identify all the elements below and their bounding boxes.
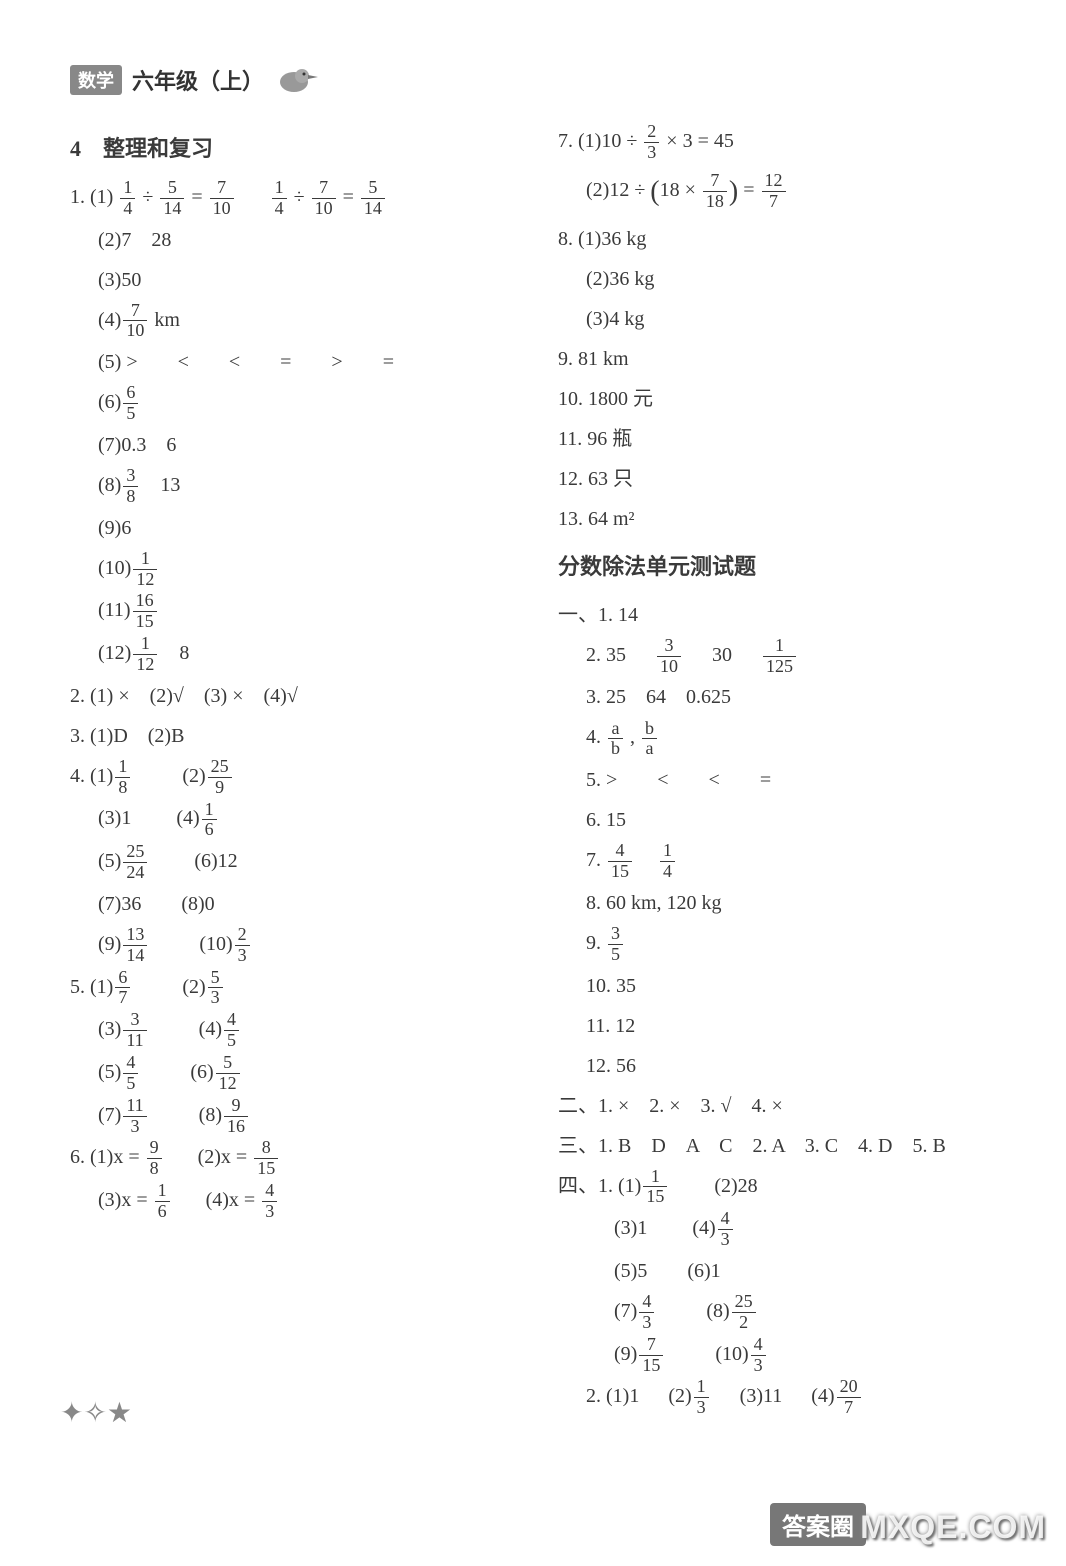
answer-line: 7. 41514 — [558, 841, 1016, 882]
answer-line: 5. > < < = — [558, 761, 1016, 799]
answer-line: 11. 12 — [558, 1007, 1016, 1045]
answer-line: (7)43 (8)252 — [558, 1292, 1016, 1333]
answer-line: (7)113 (8)916 — [70, 1096, 528, 1137]
answer-line: 10. 35 — [558, 967, 1016, 1005]
answer-line: 1. (1) 14 ÷ 514 = 710 14 ÷ 710 = 514 — [70, 178, 528, 219]
answer-line: (4)710 km — [70, 301, 528, 342]
answer-line: (3)4 kg — [558, 300, 1016, 338]
answer-line: (11)1615 — [70, 591, 528, 632]
answer-line: 6. (1)x = 98 (2)x = 815 — [70, 1138, 528, 1179]
answer-line: (7)0.3 6 — [70, 426, 528, 464]
answer-line: (9)6 — [70, 509, 528, 547]
fraction: 14 — [272, 178, 287, 219]
section-title: 4 整理和复习 — [70, 128, 528, 170]
unit-test-title: 分数除法单元测试题 — [558, 546, 1016, 588]
answer-line: (5) > < < = > = — [70, 343, 528, 381]
answer-line: 8. (1)36 kg — [558, 220, 1016, 258]
answer-line: (9)715 (10)43 — [558, 1335, 1016, 1376]
answer-line: 一、1. 14 — [558, 596, 1016, 634]
answer-line: (7)36(8)0 — [70, 885, 528, 923]
answer-line: (9)1314 (10)23 — [70, 925, 528, 966]
answer-line: (8)38 13 — [70, 466, 528, 507]
answer-line: (3)311 (4)45 — [70, 1010, 528, 1051]
answer-line: 6. 15 — [558, 801, 1016, 839]
answer-line: 11. 96 瓶 — [558, 420, 1016, 458]
answer-line: (3)1 (4)16 — [70, 799, 528, 840]
answer-line: (2)36 kg — [558, 260, 1016, 298]
answer-line: (6)65 — [70, 383, 528, 424]
answer-line: (10)112 — [70, 549, 528, 590]
star-icon: ✦✧★ — [60, 1396, 132, 1430]
answer-line: 4. ab , ba — [558, 718, 1016, 759]
answer-line: 三、1. B D A C 2. A 3. C 4. D 5. B — [558, 1127, 1016, 1165]
answer-line: 3. (1)D (2)B — [70, 717, 528, 755]
answer-line: 13. 64 m² — [558, 500, 1016, 538]
right-column: 7. (1)10 ÷ 23 × 3 = 45 (2)12 ÷ (18 × 718… — [558, 120, 1016, 1420]
answer-line: (2)7 28 — [70, 221, 528, 259]
fraction: 514 — [361, 178, 385, 219]
subject-badge: 数学 — [70, 65, 122, 95]
answer-line: (3)1 (4)43 — [558, 1209, 1016, 1250]
answer-line: 12. 63 只 — [558, 460, 1016, 498]
page-header: 数学 六年级（上） — [70, 60, 1016, 100]
answer-line: 5. (1)67 (2)53 — [70, 968, 528, 1009]
answer-line: 12. 56 — [558, 1047, 1016, 1085]
watermark-url: MXQE.COM — [860, 1509, 1046, 1546]
answer-line: 8. 60 km, 120 kg — [558, 884, 1016, 922]
answer-line: 四、1. (1)115 (2)28 — [558, 1167, 1016, 1208]
left-column: 4 整理和复习 1. (1) 14 ÷ 514 = 710 14 ÷ 710 =… — [70, 120, 528, 1420]
answer-line: (5)2524 (6)12 — [70, 842, 528, 883]
answer-line: 二、1. × 2. × 3. √ 4. × — [558, 1087, 1016, 1125]
answer-line: 3. 25 64 0.625 — [558, 678, 1016, 716]
answer-line: (12)112 8 — [70, 634, 528, 675]
answer-line: 4. (1)18 (2)259 — [70, 757, 528, 798]
answer-line: 2. 35 310 30 1125 — [558, 636, 1016, 677]
fraction: 14 — [120, 178, 135, 219]
document-page: 数学 六年级（上） 4 整理和复习 1. (1) 14 ÷ 514 = 710 … — [0, 0, 1066, 1460]
answer-line: (3)x = 16 (4)x = 43 — [70, 1181, 528, 1222]
answer-line: (2)12 ÷ (18 × 718) = 127 — [558, 165, 1016, 218]
answer-line: 2. (1) × (2)√ (3) × (4)√ — [70, 677, 528, 715]
answer-line: 10. 1800 元 — [558, 380, 1016, 418]
fraction: 710 — [210, 178, 234, 219]
answer-line: (3)50 — [70, 261, 528, 299]
answer-line: 2. (1)1 (2)13 (3)11 (4)207 — [558, 1377, 1016, 1418]
answer-line: 9. 35 — [558, 924, 1016, 965]
answer-line: 7. (1)10 ÷ 23 × 3 = 45 — [558, 122, 1016, 163]
answer-line: 9. 81 km — [558, 340, 1016, 378]
fraction: 710 — [312, 178, 336, 219]
answer-line: (5)45 (6)512 — [70, 1053, 528, 1094]
grade-label: 六年级（上） — [132, 64, 264, 96]
watermark-badge: 答案圈 — [770, 1503, 866, 1546]
answer-line: (5)5(6)1 — [558, 1252, 1016, 1290]
bird-icon — [274, 60, 324, 100]
fraction: 514 — [160, 178, 184, 219]
content-columns: 4 整理和复习 1. (1) 14 ÷ 514 = 710 14 ÷ 710 =… — [70, 120, 1016, 1420]
